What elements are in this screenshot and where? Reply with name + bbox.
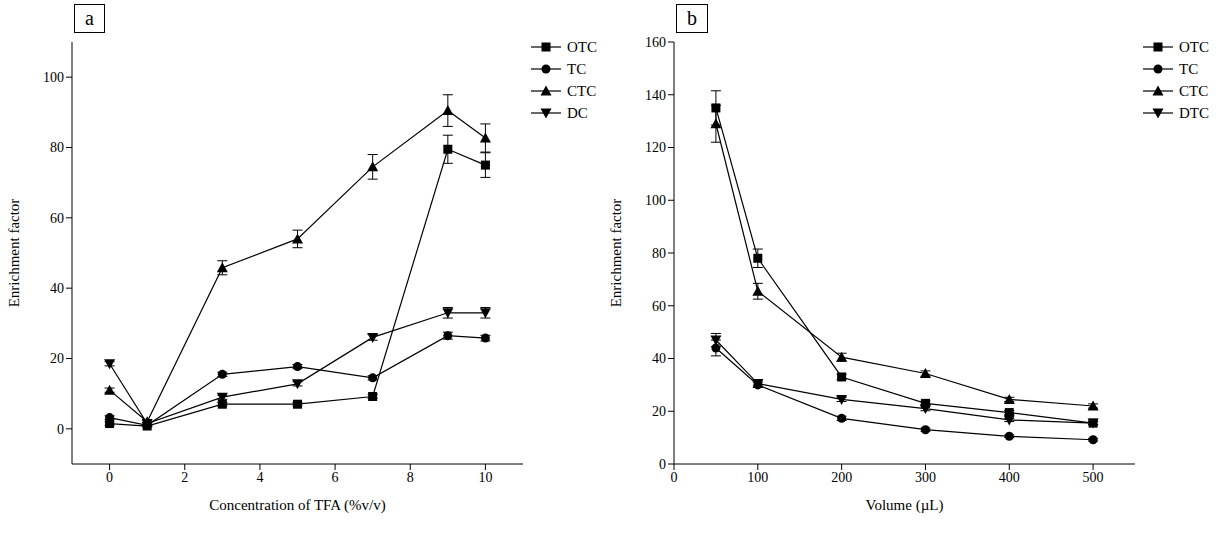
svg-text:Volume (µL): Volume (µL) — [866, 497, 944, 514]
html-text:CTC: CTC — [1179, 82, 1209, 99]
svg-text:2: 2 — [181, 470, 188, 485]
svg-text:Enrichment factor: Enrichment factor — [6, 199, 22, 308]
svg-text:80: 80 — [50, 140, 64, 155]
html-text:CTC: CTC — [567, 82, 597, 99]
html-text:DC: DC — [567, 104, 588, 121]
svg-text:60: 60 — [50, 211, 64, 226]
svg-text:10: 10 — [478, 470, 492, 485]
svg-text:140: 140 — [645, 88, 666, 103]
svg-text:160: 160 — [645, 35, 666, 50]
svg-text:8: 8 — [407, 470, 414, 485]
svg-text:60: 60 — [652, 299, 666, 314]
svg-text:6: 6 — [332, 470, 339, 485]
svg-text:40: 40 — [50, 281, 64, 296]
html-text:TC: TC — [567, 60, 587, 77]
svg-text:0: 0 — [671, 470, 678, 485]
html-text:DTC: DTC — [1179, 104, 1209, 121]
svg-text:400: 400 — [999, 470, 1020, 485]
html-text:TC: TC — [1179, 60, 1199, 77]
svg-text:500: 500 — [1083, 470, 1104, 485]
svg-text:20: 20 — [50, 351, 64, 366]
svg-text:200: 200 — [831, 470, 852, 485]
svg-text:100: 100 — [43, 70, 64, 85]
svg-text:100: 100 — [747, 470, 768, 485]
svg-text:40: 40 — [652, 351, 666, 366]
html-text:b: b — [687, 7, 697, 29]
svg-text:300: 300 — [915, 470, 936, 485]
svg-text:0: 0 — [106, 470, 113, 485]
html-text:OTC: OTC — [567, 38, 597, 55]
svg-text:120: 120 — [645, 140, 666, 155]
svg-text:0: 0 — [57, 422, 64, 437]
svg-text:Enrichment factor: Enrichment factor — [608, 199, 624, 308]
svg-text:80: 80 — [652, 246, 666, 261]
html-text:OTC: OTC — [1179, 38, 1209, 55]
svg-text:4: 4 — [256, 470, 263, 485]
svg-text:0: 0 — [659, 457, 666, 472]
html-text:a: a — [85, 7, 94, 29]
svg-text:Concentration of TFA (%v/v): Concentration of TFA (%v/v) — [209, 497, 386, 514]
svg-text:20: 20 — [652, 404, 666, 419]
svg-text:100: 100 — [645, 193, 666, 208]
